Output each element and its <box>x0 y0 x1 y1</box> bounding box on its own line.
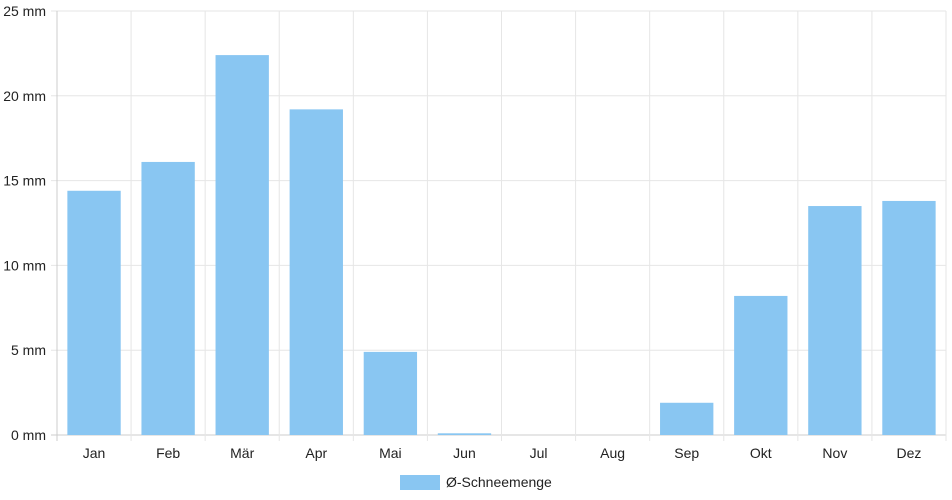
y-tick-label: 5 mm <box>11 342 46 358</box>
x-tick-label: Okt <box>750 445 772 461</box>
x-tick-label: Aug <box>600 445 625 461</box>
axis-layer: 0 mm 5 mm 10 mm 15 mm 20 mm 25 mm Jan Feb Mär Apr… <box>3 3 921 461</box>
x-tick-label: Nov <box>822 445 847 461</box>
legend-label[interactable]: Ø-Schneemenge <box>446 474 552 490</box>
x-tick-label: Jun <box>453 445 476 461</box>
x-tick-label: Jul <box>530 445 548 461</box>
legend[interactable]: Ø-Schneemenge <box>400 474 552 490</box>
bar-apr[interactable] <box>289 109 343 436</box>
bar-sep[interactable] <box>660 402 714 435</box>
bar-jun[interactable] <box>437 433 492 435</box>
bar-dez[interactable] <box>882 200 936 435</box>
y-tick-label: 20 mm <box>3 88 46 104</box>
bars-layer <box>67 55 936 436</box>
x-tick-label: Sep <box>674 445 699 461</box>
x-tick-label: Jan <box>83 445 106 461</box>
bar-mär[interactable] <box>215 55 269 435</box>
bar-feb[interactable] <box>141 161 195 435</box>
y-tick-label: 10 mm <box>3 257 46 273</box>
bar-nov[interactable] <box>808 206 862 435</box>
bar-jan[interactable] <box>67 190 121 435</box>
bar-mai[interactable] <box>363 351 418 435</box>
grid-layer <box>51 10 947 441</box>
x-tick-label: Mai <box>379 445 402 461</box>
legend-swatch[interactable] <box>400 475 440 490</box>
y-tick-label: 25 mm <box>3 3 46 19</box>
x-tick-label: Mär <box>230 445 254 461</box>
x-tick-label: Apr <box>305 445 327 461</box>
x-tick-label: Feb <box>156 445 180 461</box>
y-tick-label: 0 mm <box>11 427 46 443</box>
x-tick-label: Dez <box>897 445 922 461</box>
bar-okt[interactable] <box>734 295 788 435</box>
y-tick-label: 15 mm <box>3 173 46 189</box>
